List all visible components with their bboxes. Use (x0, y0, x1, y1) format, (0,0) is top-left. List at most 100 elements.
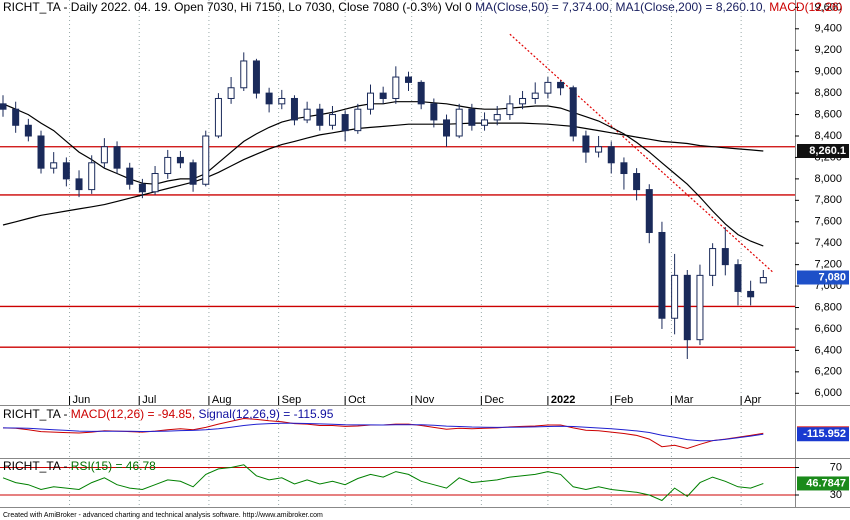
candle-body (328, 114, 336, 126)
y-tick-label: 8,800 (814, 87, 842, 99)
candle-body (341, 114, 349, 132)
candle-body (683, 274, 691, 341)
candle-body (455, 108, 463, 137)
candle-body (138, 183, 146, 193)
y-tick-label: 30 (830, 489, 842, 501)
candle-body (557, 81, 565, 89)
candle-body (721, 248, 729, 266)
candle-body (645, 189, 653, 233)
candle-body (278, 97, 286, 105)
candle-body (252, 60, 260, 94)
title-part: MACD(12,26) = -94.85, (71, 407, 199, 421)
candle-body (202, 135, 210, 185)
y-tick-label: 6,000 (814, 387, 842, 399)
candle-body (696, 274, 704, 341)
value-box-label: 46.7847 (806, 477, 846, 489)
candle-body (50, 162, 58, 169)
panel-title: RICHT_TA - Daily 2022. 04. 19. Open 7030… (3, 0, 843, 14)
candle-body (75, 178, 83, 191)
candle-body (468, 108, 476, 126)
candle-body (620, 162, 628, 175)
candle-body (633, 173, 641, 191)
value-box (797, 143, 849, 158)
candle-body (240, 60, 248, 89)
candle-body (709, 248, 717, 276)
value-box-label: 7,080 (818, 271, 846, 283)
title-part: MACD(12,26) (769, 0, 842, 14)
y-tick-label: 9,400 (814, 23, 842, 35)
candle-body (100, 146, 108, 164)
candle-body (569, 87, 577, 137)
candle-body (443, 119, 451, 137)
candle-body (62, 162, 70, 180)
candle-body (189, 162, 197, 185)
candle-body (354, 108, 362, 132)
candle-body (366, 92, 374, 110)
candle-body (88, 162, 96, 191)
candle-body (379, 92, 387, 99)
indicator-line (2, 464, 764, 502)
candle-body (582, 135, 590, 153)
y-tick-label: 9,600 (814, 1, 842, 13)
x-tick-label: 2022 (551, 394, 575, 406)
footer: Created with AmiBroker - advanced charti… (3, 512, 323, 519)
candle-body (37, 135, 45, 169)
candle-body (164, 156, 172, 175)
value-box (797, 427, 849, 442)
y-tick-label: 6,800 (814, 301, 842, 313)
candle-body (607, 146, 615, 164)
title-part: RICHT_TA - Daily 2022. 04. 19. Open 7030… (3, 0, 475, 14)
x-tick-label: Nov (415, 394, 435, 406)
candle-body (151, 173, 159, 193)
panel-title: RICHT_TA - RSI(15) = 46.78 (3, 459, 156, 473)
y-tick-label: 6,400 (814, 344, 842, 356)
value-box (797, 270, 849, 285)
y-tick-label: 9,000 (814, 66, 842, 78)
y-tick-label: 6,200 (814, 366, 842, 378)
y-tick-label: 8,400 (814, 130, 842, 142)
candle-body (544, 81, 552, 94)
candle-body (392, 76, 400, 99)
candle-body (316, 108, 324, 126)
candle-body (126, 167, 134, 185)
x-tick-label: Dec (484, 394, 504, 406)
y-tick-label: 70 (830, 461, 842, 473)
y-tick-label: 7,400 (814, 237, 842, 249)
candle-body (759, 277, 767, 284)
candle-body (214, 97, 222, 137)
y-tick-label: 7,600 (814, 216, 842, 228)
title-part: RICHT_TA - (3, 407, 71, 421)
title-part: Signal(12,26,9) = -115.95 (199, 407, 334, 421)
x-tick-label: Feb (614, 394, 633, 406)
x-tick-label: Apr (744, 394, 761, 406)
candle-body (113, 146, 121, 169)
trend-line (509, 33, 774, 273)
y-tick-label: 8,600 (814, 108, 842, 120)
x-tick-label: Oct (348, 394, 365, 406)
candle-body (747, 290, 755, 298)
value-box-label: -115.952 (803, 428, 846, 440)
title-part: MA(Close,50) = 7,374.00, MA1(Close,200) … (475, 0, 769, 14)
candle-body (493, 114, 501, 121)
candle-body (417, 81, 425, 105)
candle-body (0, 103, 7, 110)
value-box-label: 8,260.1 (809, 145, 846, 157)
title-part: RSI(15) = 46.78 (71, 459, 156, 473)
candle-body (405, 76, 413, 83)
y-tick-label: 9,200 (814, 44, 842, 56)
candle-body (24, 124, 32, 137)
candle-body (734, 264, 742, 292)
panel-title: RICHT_TA - MACD(12,26) = -94.85, Signal(… (3, 407, 334, 421)
candle-body (481, 119, 489, 126)
moving-average (2, 122, 764, 226)
y-tick-label: 8,000 (814, 173, 842, 185)
x-tick-label: Sep (282, 394, 302, 406)
candle-body (430, 103, 438, 121)
candle-body (595, 146, 603, 153)
y-tick-label: 7,800 (814, 194, 842, 206)
candle-body (506, 103, 514, 116)
value-box (797, 476, 849, 491)
candle-body (176, 156, 184, 164)
